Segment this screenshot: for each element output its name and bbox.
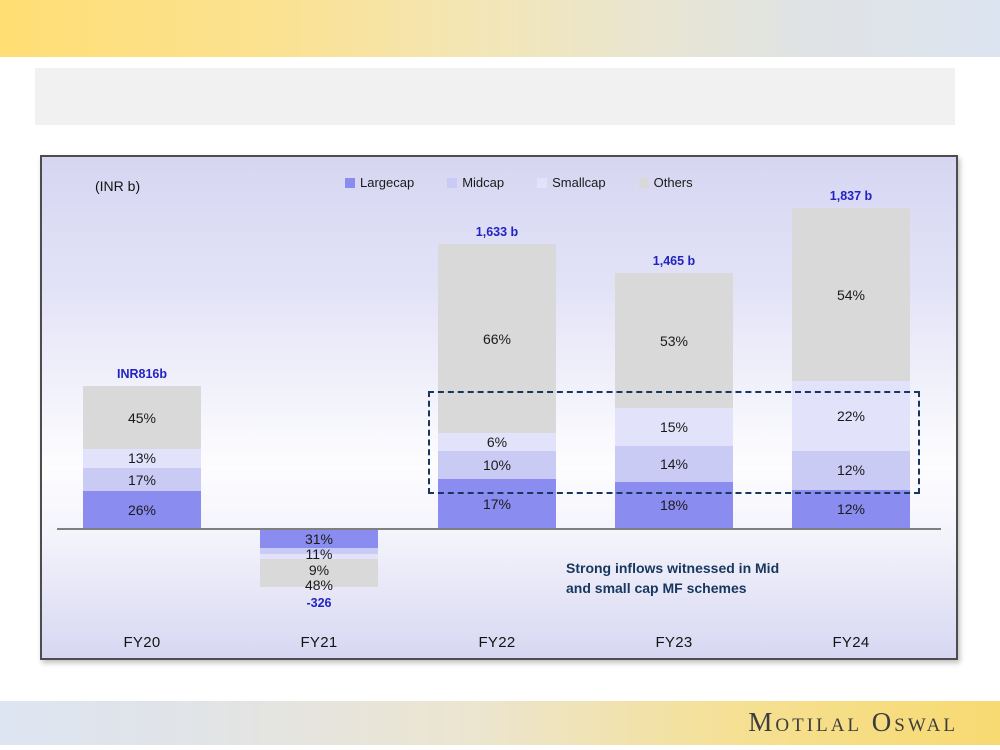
x-axis-line (57, 528, 941, 530)
bar-total-label-fy24: 1,837 b (829, 189, 873, 204)
x-axis-label-fy21: FY21 (300, 634, 338, 651)
bar-total-label-fy23: 1,465 b (652, 254, 696, 269)
segment-percent-label: 12% (836, 500, 866, 517)
bar-segment-midcap-fy22 (438, 450, 556, 480)
annotation-line-2: and small cap MF schemes (566, 580, 747, 597)
x-axis-label-fy24: FY24 (832, 634, 870, 651)
legend-item-smallcap: Smallcap (537, 175, 606, 190)
bar-segment-largecap-fy24 (792, 489, 910, 528)
top-banner (0, 0, 1000, 57)
chart-annotation: Strong inflows witnessed in Mid and smal… (566, 558, 779, 599)
legend-label: Others (653, 175, 693, 190)
legend-item-largecap: Largecap (345, 175, 414, 190)
segment-percent-label: 13% (127, 450, 157, 467)
legend-label: Midcap (462, 175, 505, 190)
segment-percent-label: 31% (304, 530, 334, 547)
segment-percent-label: 17% (482, 495, 512, 512)
bar-segment-others-fy24 (792, 208, 910, 381)
bar-total-label-fy22: 1,633 b (475, 224, 519, 239)
chart-panel: (INR b) Largecap Midcap Smallcap Others Str… (40, 155, 958, 660)
x-axis-label-fy22: FY22 (478, 634, 516, 651)
title-placeholder (35, 68, 955, 125)
bar-segment-largecap-fy21 (260, 530, 378, 548)
bar-segment-smallcap-fy22 (438, 433, 556, 451)
bar-segment-others-fy21 (260, 559, 378, 587)
bar-segment-midcap-fy20 (83, 467, 201, 492)
segment-percent-label: 53% (659, 332, 689, 349)
segment-percent-label: 15% (659, 419, 689, 436)
legend-swatch-others (638, 177, 649, 188)
bar-segment-smallcap-fy20 (83, 449, 201, 468)
bar-segment-largecap-fy20 (83, 491, 201, 528)
segment-percent-label: 9% (308, 561, 330, 578)
segment-percent-label: 26% (127, 501, 157, 518)
segment-percent-label: 22% (836, 408, 866, 425)
motilal-oswal-logo: Motilal Oswal (748, 707, 958, 737)
segment-percent-label: 54% (836, 286, 866, 303)
bar-segment-midcap-fy21 (260, 547, 378, 555)
segment-percent-label: 11% (305, 546, 333, 563)
annotation-line-1: Strong inflows witnessed in Mid (566, 560, 780, 576)
legend-swatch-smallcap (537, 177, 548, 188)
bar-segment-others-fy20 (83, 386, 201, 450)
legend-swatch-largecap (345, 177, 355, 188)
footer-banner: Motilal Oswal (0, 701, 1000, 745)
segment-percent-label: 12% (836, 462, 866, 479)
chart-plot-area: Strong inflows witnessed in Mid and smal… (42, 157, 956, 658)
segment-percent-label: 18% (659, 497, 689, 514)
segment-percent-label: 6% (486, 433, 508, 450)
bar-segment-others-fy22 (438, 243, 556, 434)
legend-item-midcap: Midcap (447, 175, 504, 190)
chart-units-label: (INR b) (95, 178, 141, 194)
bar-segment-largecap-fy22 (438, 479, 556, 528)
bar-segment-others-fy23 (615, 273, 733, 409)
x-axis-label-fy20: FY20 (123, 634, 161, 651)
midsmallcap-highlight-box (428, 391, 920, 494)
legend-label: Largecap (360, 175, 415, 190)
legend-item-others: Others (638, 175, 693, 190)
bar-segment-smallcap-fy21 (260, 554, 378, 560)
segment-percent-label: 48% (304, 577, 334, 594)
segment-percent-label: 10% (482, 456, 512, 473)
bar-segment-smallcap-fy23 (615, 408, 733, 447)
bar-segment-largecap-fy23 (615, 482, 733, 528)
segment-percent-label: 66% (482, 330, 512, 347)
bar-segment-midcap-fy23 (615, 446, 733, 483)
bar-total-label-fy20: INR816b (116, 367, 168, 382)
bar-total-label-fy21: -326 (306, 595, 332, 610)
legend-label: Smallcap (552, 175, 606, 190)
chart-legend: Largecap Midcap Smallcap Others (345, 175, 693, 190)
legend-swatch-midcap (447, 177, 458, 188)
x-axis-label-fy23: FY23 (655, 634, 693, 651)
segment-percent-label: 17% (127, 471, 157, 488)
segment-percent-label: 45% (127, 409, 157, 426)
segment-percent-label: 14% (659, 456, 689, 473)
bar-segment-midcap-fy24 (792, 451, 910, 490)
